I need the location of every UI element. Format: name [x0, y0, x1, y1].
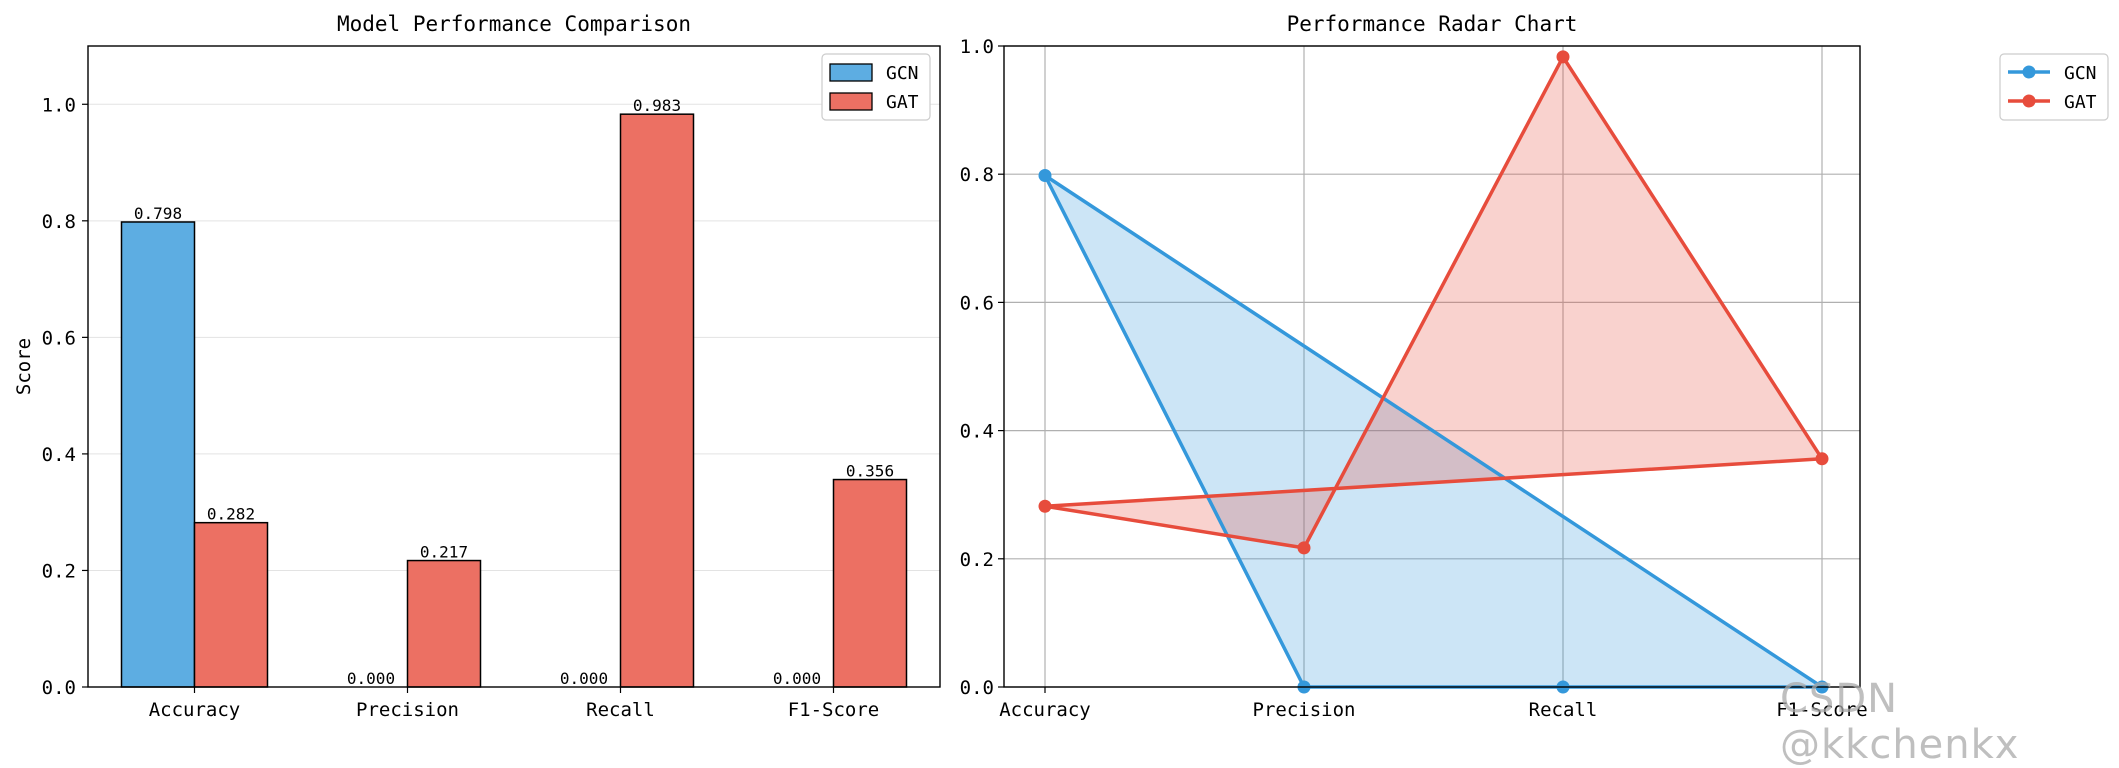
point-gat: [1297, 541, 1311, 555]
legend-marker-gcn: [2022, 65, 2036, 79]
bar-gat: [406, 559, 482, 688]
area-gat: [1045, 56, 1822, 548]
y-tick-label: 0.8: [42, 211, 76, 233]
y-tick-label: 0.4: [42, 444, 76, 466]
y-tick-label: 0.6: [960, 292, 994, 314]
y-tick-label: 0.0: [960, 677, 994, 699]
legend-swatch-gcn: [829, 63, 873, 82]
x-tick-label: Recall: [1529, 699, 1598, 721]
bar-gat: [832, 478, 908, 688]
bar-gcn: [120, 221, 196, 688]
y-axis-label: Score: [13, 338, 35, 395]
chart-title: Model Performance Comparison: [337, 12, 691, 36]
point-gat: [1815, 452, 1829, 466]
plot-frame: [87, 45, 941, 688]
y-tick-label: 1.0: [960, 36, 994, 58]
legend-label: GAT: [2064, 92, 2097, 113]
legend-swatch-gat: [829, 92, 873, 111]
y-tick-label: 0.4: [960, 421, 994, 443]
point-gat: [1556, 50, 1570, 64]
x-tick-label: Accuracy: [149, 699, 241, 721]
y-tick-label: 0.0: [42, 677, 76, 699]
legend-marker-gat: [2022, 94, 2036, 108]
bar-chart-panel: 0.0 0.2 0.4 0.6 0.8 1.0 0.798 0.282 Accuracy 0.00…: [13, 12, 941, 721]
x-tick-label: F1-Score: [1776, 699, 1868, 721]
legend-label: GAT: [886, 92, 919, 113]
data-label: 0.000: [347, 669, 395, 688]
x-tick-label: Accuracy: [999, 699, 1091, 721]
y-tick-label: 0.6: [42, 327, 76, 349]
x-tick-label: Precision: [356, 699, 459, 721]
x-tick-label: Precision: [1253, 699, 1356, 721]
data-label: 0.356: [846, 462, 894, 481]
radar-chart-panel: 0.0 0.2 0.4 0.6 0.8 1.0 Accuracy Precision Recal…: [960, 12, 2109, 721]
plot-frame: [1003, 45, 1861, 688]
y-tick-label: 0.8: [960, 164, 994, 186]
x-tick-label: Recall: [586, 699, 655, 721]
y-tick-label: 0.2: [960, 549, 994, 571]
data-label: 0.000: [560, 669, 608, 688]
data-label: 0.282: [207, 505, 255, 524]
bar-gat: [193, 521, 269, 688]
y-tick-label: 1.0: [42, 94, 76, 116]
point-gat: [1038, 499, 1052, 513]
data-label: 0.983: [633, 96, 681, 115]
legend-label: GCN: [2064, 63, 2097, 84]
data-label: 0.217: [420, 543, 468, 562]
legend-label: GCN: [886, 63, 919, 84]
watermark: CSDN @kkchenkx: [1780, 676, 2020, 768]
data-label: 0.000: [773, 669, 821, 688]
chart-title: Performance Radar Chart: [1287, 12, 1578, 36]
point-gcn: [1038, 168, 1052, 182]
y-tick-label: 0.2: [42, 560, 76, 582]
figure: 0.00.20.40.60.81.00.7980.282Accuracy0.00…: [13, 12, 2109, 721]
x-tick-label: F1-Score: [788, 699, 880, 721]
data-label: 0.798: [134, 204, 182, 223]
bar-gat: [619, 113, 695, 688]
